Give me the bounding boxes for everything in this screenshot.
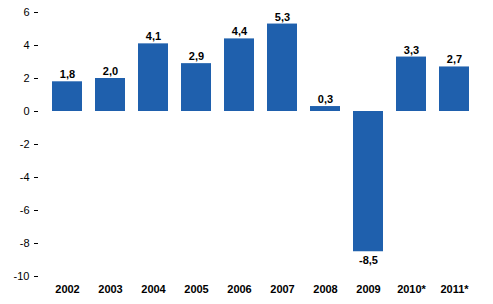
svg-text:0: 0 — [23, 105, 29, 117]
svg-text:2,7: 2,7 — [447, 53, 462, 65]
svg-text:-6: -6 — [20, 204, 30, 216]
svg-text:-4: -4 — [20, 171, 30, 183]
svg-text:2010*: 2010* — [397, 283, 426, 295]
svg-text:-8: -8 — [20, 237, 30, 249]
svg-text:4,1: 4,1 — [146, 30, 161, 42]
svg-text:-8,5: -8,5 — [359, 254, 378, 266]
svg-text:2: 2 — [23, 72, 29, 84]
svg-text:2011*: 2011* — [440, 283, 469, 295]
svg-text:5,3: 5,3 — [275, 11, 290, 23]
svg-text:0,3: 0,3 — [318, 93, 333, 105]
svg-text:2008: 2008 — [313, 283, 337, 295]
svg-text:2007: 2007 — [270, 283, 294, 295]
svg-text:2009: 2009 — [356, 283, 380, 295]
svg-text:2004: 2004 — [141, 283, 166, 295]
svg-text:2005: 2005 — [184, 283, 208, 295]
svg-text:4: 4 — [23, 39, 29, 51]
svg-text:1,8: 1,8 — [60, 68, 75, 80]
svg-text:6: 6 — [23, 6, 29, 18]
svg-text:2,9: 2,9 — [189, 50, 204, 62]
svg-text:2002: 2002 — [55, 283, 79, 295]
svg-text:2006: 2006 — [227, 283, 251, 295]
svg-text:3,3: 3,3 — [404, 44, 419, 56]
svg-text:-2: -2 — [20, 138, 30, 150]
svg-text:2,0: 2,0 — [103, 65, 118, 77]
svg-text:4,4: 4,4 — [232, 25, 248, 37]
svg-text:2003: 2003 — [98, 283, 122, 295]
svg-text:-10: -10 — [14, 270, 30, 282]
